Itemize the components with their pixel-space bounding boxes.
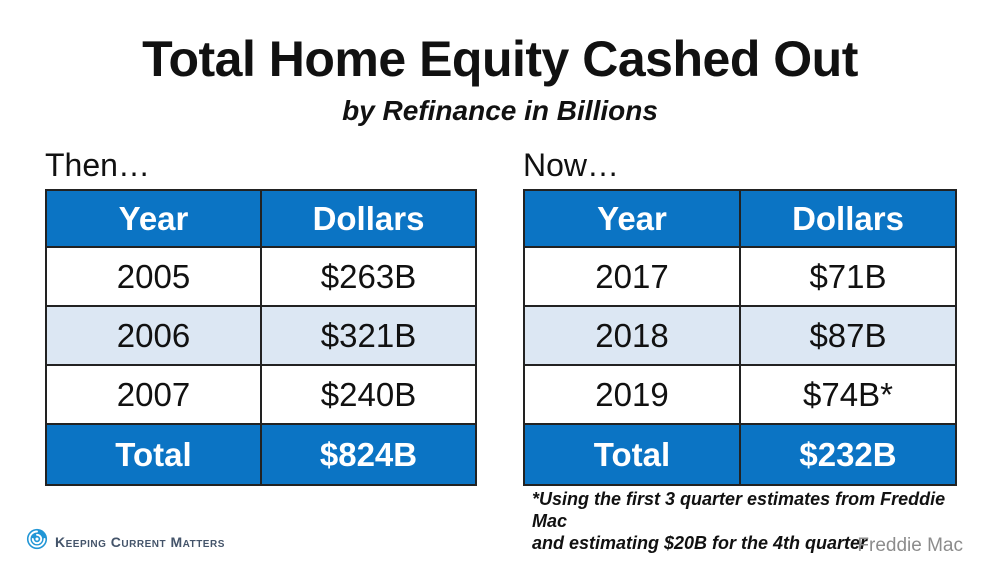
brand-name: Keeping Current Matters bbox=[55, 533, 225, 550]
table-row: 2007 $240B bbox=[45, 364, 477, 425]
table-row: 2005 $263B bbox=[45, 246, 477, 307]
year-cell: 2018 bbox=[523, 305, 741, 366]
total-label-cell: Total bbox=[45, 423, 262, 486]
page-title: Total Home Equity Cashed Out bbox=[142, 31, 858, 87]
column-header-year: Year bbox=[45, 189, 262, 248]
table-row: 2017 $71B bbox=[523, 246, 957, 307]
column-header-dollars: Dollars bbox=[739, 189, 957, 248]
total-value-cell: $232B bbox=[739, 423, 957, 486]
dollars-cell: $74B* bbox=[739, 364, 957, 425]
source-credit: Freddie Mac bbox=[857, 535, 963, 556]
then-label: Then… bbox=[45, 147, 150, 183]
brand-logo: Keeping Current Matters bbox=[26, 528, 225, 555]
total-label-cell: Total bbox=[523, 423, 741, 486]
dollars-cell: $240B bbox=[260, 364, 477, 425]
column-header-year: Year bbox=[523, 189, 741, 248]
total-value-cell: $824B bbox=[260, 423, 477, 486]
footnote-line-2: and estimating $20B for the 4th quarter bbox=[532, 533, 868, 553]
table-row: 2019 $74B* bbox=[523, 364, 957, 425]
column-header-dollars: Dollars bbox=[260, 189, 477, 248]
dollars-cell: $87B bbox=[739, 305, 957, 366]
then-panel: Then… Year Dollars 2005 $263B 2006 $321B bbox=[45, 146, 477, 486]
table-row: 2018 $87B bbox=[523, 305, 957, 366]
year-cell: 2007 bbox=[45, 364, 262, 425]
footnote-line-1: *Using the first 3 quarter estimates fro… bbox=[532, 489, 946, 531]
table-total-row: Total $232B bbox=[523, 423, 957, 486]
now-table: Year Dollars 2017 $71B 2018 $87B 2019 $7… bbox=[523, 189, 957, 486]
then-table: Year Dollars 2005 $263B 2006 $321B 2007 … bbox=[45, 189, 477, 486]
table-header-row: Year Dollars bbox=[523, 189, 957, 248]
year-cell: 2005 bbox=[45, 246, 262, 307]
swirl-icon bbox=[26, 528, 48, 555]
dollars-cell: $321B bbox=[260, 305, 477, 366]
now-panel: Now… Year Dollars 2017 $71B 2018 $87B 20… bbox=[523, 146, 957, 486]
year-cell: 2017 bbox=[523, 246, 741, 307]
table-total-row: Total $824B bbox=[45, 423, 477, 486]
dollars-cell: $263B bbox=[260, 246, 477, 307]
page-subtitle: by Refinance in Billions bbox=[342, 95, 658, 126]
year-cell: 2006 bbox=[45, 305, 262, 366]
table-row: 2006 $321B bbox=[45, 305, 477, 366]
now-label: Now… bbox=[523, 147, 620, 183]
dollars-cell: $71B bbox=[739, 246, 957, 307]
year-cell: 2019 bbox=[523, 364, 741, 425]
table-header-row: Year Dollars bbox=[45, 189, 477, 248]
footnote: *Using the first 3 quarter estimates fro… bbox=[532, 488, 982, 554]
